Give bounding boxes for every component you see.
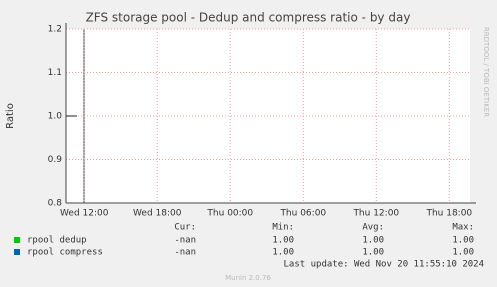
stat-value: 1.00 bbox=[272, 236, 294, 246]
footer: Munin 2.0.76 bbox=[225, 274, 271, 282]
y-tick-label: 0.9 bbox=[48, 155, 63, 165]
x-tick-label: Thu 18:00 bbox=[425, 209, 472, 219]
stat-header: Min: bbox=[272, 223, 294, 233]
x-tick-label: Wed 12:00 bbox=[60, 209, 109, 219]
stat-header: Avg: bbox=[362, 223, 384, 233]
stat-value: -nan bbox=[174, 236, 196, 246]
x-tick-label: Thu 00:00 bbox=[206, 209, 253, 219]
x-tick-label: Wed 18:00 bbox=[133, 209, 182, 219]
stat-value: 1.00 bbox=[272, 248, 294, 258]
y-tick-label: 0.8 bbox=[48, 199, 63, 209]
last-update: Last update: Wed Nov 20 11:55:10 2024 bbox=[284, 260, 484, 270]
stat-value: 1.00 bbox=[452, 248, 474, 258]
legend-label: rpool dedup bbox=[27, 236, 87, 246]
stat-header: Cur: bbox=[174, 223, 196, 233]
legend-swatch bbox=[14, 237, 20, 243]
stat-value: 1.00 bbox=[362, 248, 384, 258]
y-tick-label: 1.1 bbox=[48, 68, 62, 78]
x-tick-label: Thu 06:00 bbox=[279, 209, 326, 219]
y-axis-label: Ratio bbox=[5, 103, 16, 129]
stat-header: Max: bbox=[452, 223, 474, 233]
stat-value: -nan bbox=[174, 248, 196, 258]
legend-label: rpool compress bbox=[27, 248, 103, 258]
legend-swatch bbox=[14, 249, 20, 255]
stat-value: 1.00 bbox=[362, 236, 384, 246]
watermark: RRDTOOL / TOBI OETIKER bbox=[482, 27, 490, 117]
x-tick-label: Thu 12:00 bbox=[352, 209, 399, 219]
y-tick-label: 1.2 bbox=[48, 25, 62, 35]
stat-value: 1.00 bbox=[452, 236, 474, 246]
y-tick-label: 1.0 bbox=[48, 112, 63, 122]
chart-title: ZFS storage pool - Dedup and compress ra… bbox=[86, 11, 411, 25]
